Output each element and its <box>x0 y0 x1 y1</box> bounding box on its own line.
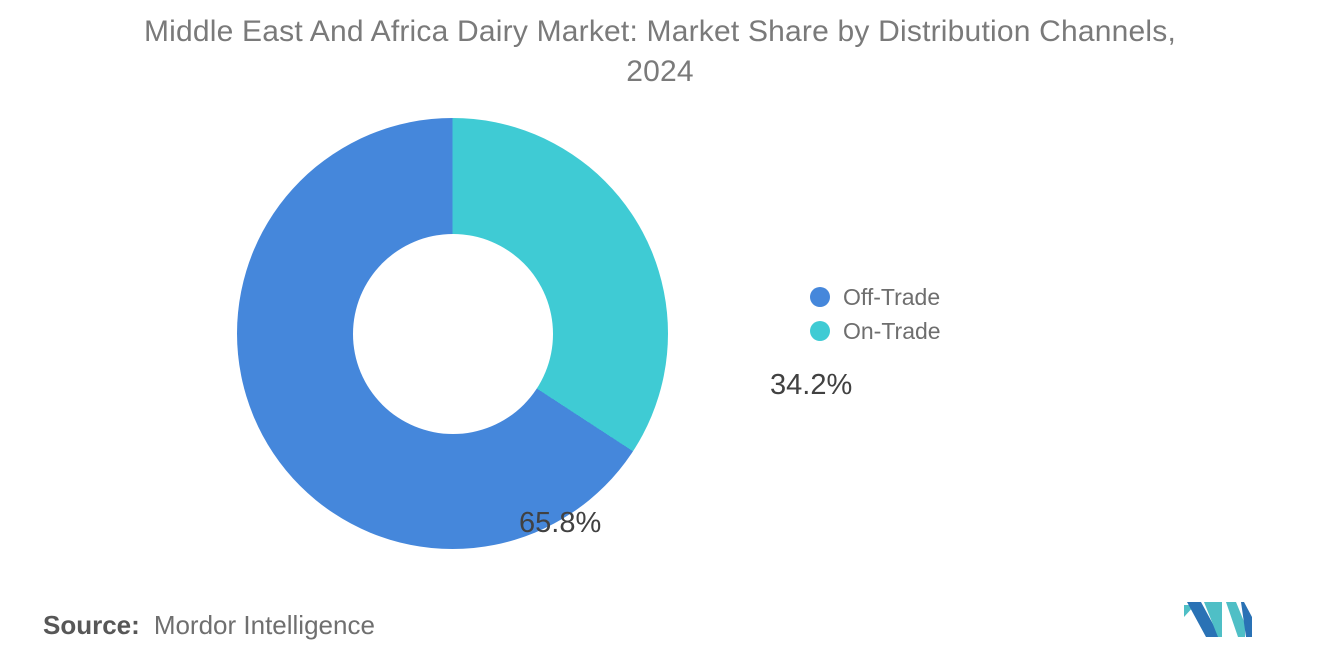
mordor-intelligence-logo <box>1184 602 1252 637</box>
source-line: Source: Mordor Intelligence <box>43 610 375 641</box>
source-text: Mordor Intelligence <box>153 610 375 640</box>
source-prefix-label: Source: <box>43 610 140 640</box>
chart-legend: Off-Trade On-Trade <box>810 285 941 353</box>
donut-hole <box>352 233 553 434</box>
legend-swatch <box>810 287 830 307</box>
chart-title-line2: 2024 <box>626 55 694 88</box>
legend-label: On-Trade <box>843 318 941 344</box>
legend-item-off-trade[interactable]: Off-Trade <box>810 285 941 309</box>
donut-chart[interactable]: 65.8% 34.2% <box>237 118 852 549</box>
legend-swatch <box>810 321 830 341</box>
legend-label: Off-Trade <box>843 284 941 310</box>
legend-item-on-trade[interactable]: On-Trade <box>810 319 941 343</box>
slice-label-off-trade: 65.8% <box>519 507 602 539</box>
slice-label-on-trade: 34.2% <box>770 369 853 401</box>
chart-title: Middle East And Africa Dairy Market: Mar… <box>0 12 1320 92</box>
chart-title-line1: Middle East And Africa Dairy Market: Mar… <box>143 15 1177 48</box>
